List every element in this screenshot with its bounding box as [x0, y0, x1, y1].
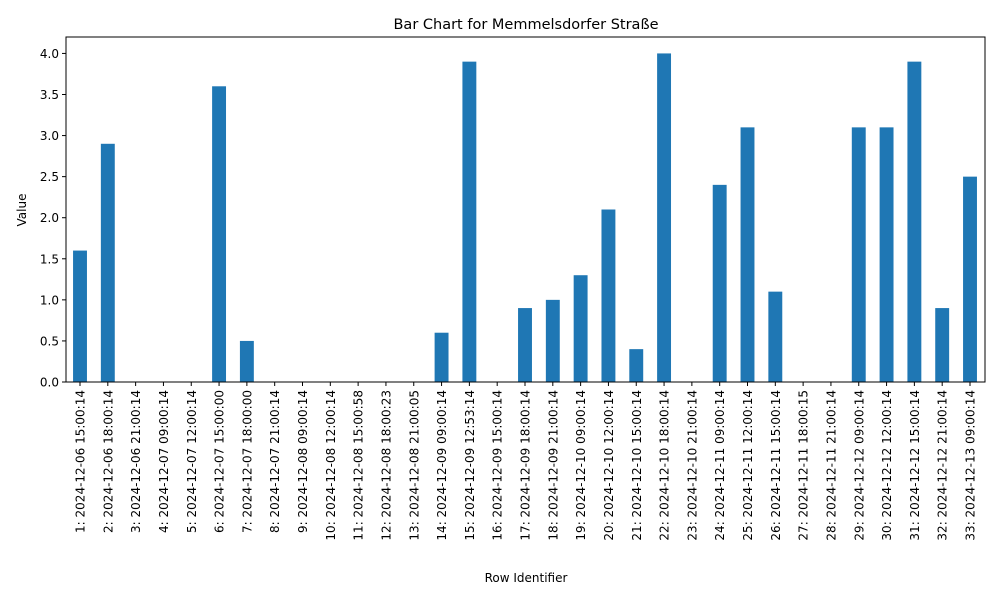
y-tick-label: 0.5: [40, 334, 59, 348]
x-tick-label: 11: 2024-12-08 15:00:58: [352, 390, 366, 541]
x-tick-label: 17: 2024-12-09 18:00:14: [519, 390, 533, 541]
y-tick-label: 2.5: [40, 170, 59, 184]
x-tick-label: 16: 2024-12-09 15:00:14: [491, 390, 505, 541]
bar: [573, 275, 588, 382]
x-axis-label: Row Identifier: [485, 571, 568, 585]
x-tick-label: 5: 2024-12-07 12:00:14: [185, 390, 199, 533]
x-tick-label: 3: 2024-12-06 21:00:14: [129, 390, 143, 533]
x-tick-label: 27: 2024-12-11 18:00:15: [797, 390, 811, 541]
x-tick-label: 32: 2024-12-12 21:00:14: [936, 390, 950, 541]
plot-frame: [65, 36, 986, 383]
x-tick-label: 30: 2024-12-12 12:00:14: [880, 390, 894, 541]
bars-group: [73, 53, 977, 383]
x-tick-label: 15: 2024-12-09 12:53:14: [463, 390, 477, 541]
bar: [73, 250, 87, 382]
x-tick-label: 33: 2024-12-13 09:00:14: [964, 390, 978, 541]
bar: [434, 332, 449, 382]
x-tick-label: 31: 2024-12-12 15:00:14: [908, 390, 922, 541]
bar: [518, 308, 532, 382]
bar: [657, 53, 672, 383]
x-tick-label: 25: 2024-12-11 12:00:14: [741, 390, 755, 541]
x-tick-label: 1: 2024-12-06 15:00:14: [74, 390, 88, 533]
bar: [629, 349, 644, 382]
x-ticks-group: 1: 2024-12-06 15:00:14 2: 2024-12-06 18:0…: [74, 382, 978, 541]
x-tick-label: 8: 2024-12-07 21:00:14: [268, 390, 282, 533]
bar: [545, 299, 560, 382]
bar: [935, 308, 950, 382]
y-tick-label: 1.5: [40, 252, 59, 266]
bar: [963, 176, 977, 382]
x-tick-label: 7: 2024-12-07 18:00:00: [240, 390, 254, 533]
chart-title: Bar Chart for Memmelsdorfer Straße: [393, 17, 658, 33]
bar: [239, 340, 254, 382]
bar: [212, 86, 227, 382]
y-tick-label: 1.0: [40, 293, 59, 307]
x-tick-label: 2: 2024-12-06 18:00:14: [101, 390, 115, 533]
x-tick-label: 9: 2024-12-08 09:00:14: [296, 390, 310, 533]
y-axis-label: Value: [15, 194, 29, 227]
x-tick-label: 21: 2024-12-10 15:00:14: [630, 390, 644, 541]
x-tick-label: 23: 2024-12-10 21:00:14: [685, 390, 699, 541]
x-tick-label: 12: 2024-12-08 18:00:23: [379, 390, 393, 541]
x-tick-label: 18: 2024-12-09 21:00:14: [546, 390, 560, 541]
bar: [768, 291, 783, 382]
x-tick-label: 4: 2024-12-07 09:00:14: [157, 390, 171, 533]
bar: [462, 61, 477, 382]
x-tick-label: 10: 2024-12-08 12:00:14: [324, 390, 338, 541]
x-tick-label: 13: 2024-12-08 21:00:05: [407, 390, 421, 541]
bar: [879, 127, 894, 382]
bar: [100, 143, 115, 382]
y-tick-label: 3.0: [40, 129, 59, 143]
y-ticks-group: 0.0 0.5 1.0 1.5 2.0 2.5 3.0 3.5 4.0: [40, 47, 66, 390]
y-tick-label: 2.0: [40, 211, 59, 225]
x-tick-label: 14: 2024-12-09 09:00:14: [435, 390, 449, 541]
x-tick-label: 19: 2024-12-10 09:00:14: [574, 390, 588, 541]
bar: [740, 127, 755, 382]
x-tick-label: 24: 2024-12-11 09:00:14: [713, 390, 727, 541]
x-tick-label: 20: 2024-12-10 12:00:14: [602, 390, 616, 541]
y-tick-label: 4.0: [40, 47, 59, 61]
y-tick-label: 3.5: [40, 88, 59, 102]
x-tick-label: 6: 2024-12-07 15:00:00: [213, 390, 227, 533]
bar: [851, 127, 866, 382]
x-tick-label: 28: 2024-12-11 21:00:14: [824, 390, 838, 541]
x-tick-label: 26: 2024-12-11 15:00:14: [769, 390, 783, 541]
y-tick-label: 0.0: [40, 376, 59, 390]
x-tick-label: 29: 2024-12-12 09:00:14: [852, 390, 866, 541]
bar: [907, 61, 922, 382]
x-tick-label: 22: 2024-12-10 18:00:14: [658, 390, 672, 541]
bar: [712, 184, 727, 382]
bar: [601, 209, 616, 382]
